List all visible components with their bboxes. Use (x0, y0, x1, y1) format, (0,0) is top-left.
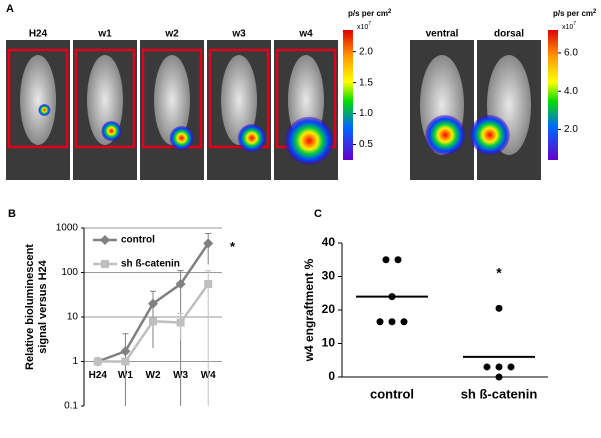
x-tick-label: sh ß-catenin (461, 386, 538, 401)
y-tick-label: 10 (322, 336, 336, 350)
annotation: * (230, 239, 236, 254)
view-label: dorsal (494, 29, 524, 40)
scale-tick-label: 4.0 (564, 86, 578, 97)
dot (388, 318, 396, 326)
error-bar (122, 333, 129, 406)
scale-tick-label: 1.0 (359, 108, 373, 119)
marker (203, 238, 214, 249)
dot (382, 256, 390, 264)
dot (400, 318, 408, 326)
color-bar (343, 30, 353, 160)
text-part: 7 (573, 21, 576, 27)
scale-tick-label: 2.0 (359, 46, 373, 57)
roi-box (74, 48, 136, 149)
dot (495, 363, 503, 371)
marker (120, 346, 131, 357)
scale-multiplier: x107 (357, 21, 371, 31)
marker (93, 357, 102, 366)
signal (169, 126, 194, 150)
text-part: x10 (357, 24, 368, 31)
timepoint-label: w3 (231, 29, 246, 40)
scale-tick-label: 0.5 (359, 139, 373, 150)
scale-unit: p/s per cm2 (553, 9, 597, 19)
legend-label: control (121, 235, 155, 246)
x-tick-label: H24 (89, 370, 108, 381)
y-tick-label: 0 (328, 369, 335, 383)
mouse (221, 55, 257, 145)
error-bar (177, 312, 184, 341)
text-part: signal versus H24 (37, 259, 49, 353)
marker (204, 280, 213, 289)
marker (175, 279, 186, 290)
marker (176, 318, 185, 327)
text-part: p/s per cm (553, 9, 593, 18)
mouse (20, 55, 56, 145)
legend-marker (101, 260, 109, 268)
y-axis-label: w4 engraftment % (302, 258, 316, 362)
text-part: 7 (368, 21, 371, 27)
y-tick-label: 1000 (56, 223, 79, 234)
signal (101, 121, 122, 141)
scale-unit: p/s per cm2 (348, 9, 392, 19)
timepoint-label: w1 (97, 29, 112, 40)
legend-marker (100, 235, 110, 245)
error-bar (205, 233, 212, 265)
y-tick-label: 30 (322, 269, 336, 283)
view-label: ventral (426, 29, 459, 40)
timepoint-label: w2 (164, 29, 179, 40)
dot (376, 318, 384, 326)
y-tick-label: 100 (61, 267, 78, 278)
scale-tick-label: 6.0 (564, 48, 578, 59)
dot (394, 256, 402, 264)
text-part: x10 (562, 24, 573, 31)
x-tick-label: control (370, 386, 414, 401)
timepoint-label: H24 (29, 29, 48, 40)
marker (148, 298, 158, 309)
mouse (154, 55, 190, 145)
scale-multiplier: x107 (562, 21, 576, 31)
x-tick-label: W2 (146, 370, 161, 381)
y-tick-label: 1 (72, 356, 78, 367)
roi-box (141, 48, 203, 149)
signal (469, 115, 510, 155)
panel-label: B (8, 208, 16, 220)
y-tick-label: 10 (67, 312, 79, 323)
text-part: 2 (388, 9, 392, 15)
dot (483, 363, 491, 371)
dot (495, 373, 503, 381)
signal (237, 124, 266, 152)
marker (149, 317, 157, 326)
error-bar (205, 270, 212, 406)
timepoint-label: w4 (298, 29, 313, 40)
text-part: 2 (593, 9, 597, 15)
y-tick-label: 0.1 (64, 401, 78, 412)
legend-label: sh ß-catenin (121, 259, 180, 270)
scale-tick-label: 2.0 (564, 124, 578, 135)
y-tick-label: 20 (322, 302, 336, 316)
dot (507, 363, 515, 371)
scale-tick-label: 1.5 (359, 77, 373, 88)
marker (121, 357, 130, 366)
roi-box (208, 48, 270, 149)
annotation: * (496, 265, 502, 281)
y-tick-label: 40 (322, 235, 336, 249)
signal (38, 104, 51, 116)
text-part: p/s per cm (348, 9, 388, 18)
panel-label: C (314, 208, 322, 220)
color-bar (548, 30, 558, 160)
dot (495, 304, 503, 312)
panel-label: A (6, 3, 14, 15)
signal (425, 115, 466, 155)
signal (285, 116, 334, 165)
y-axis-label: Relative bioluminescentsignal versus H24 (24, 244, 49, 370)
text-part: Relative bioluminescent (24, 244, 36, 370)
roi-box (7, 48, 69, 149)
